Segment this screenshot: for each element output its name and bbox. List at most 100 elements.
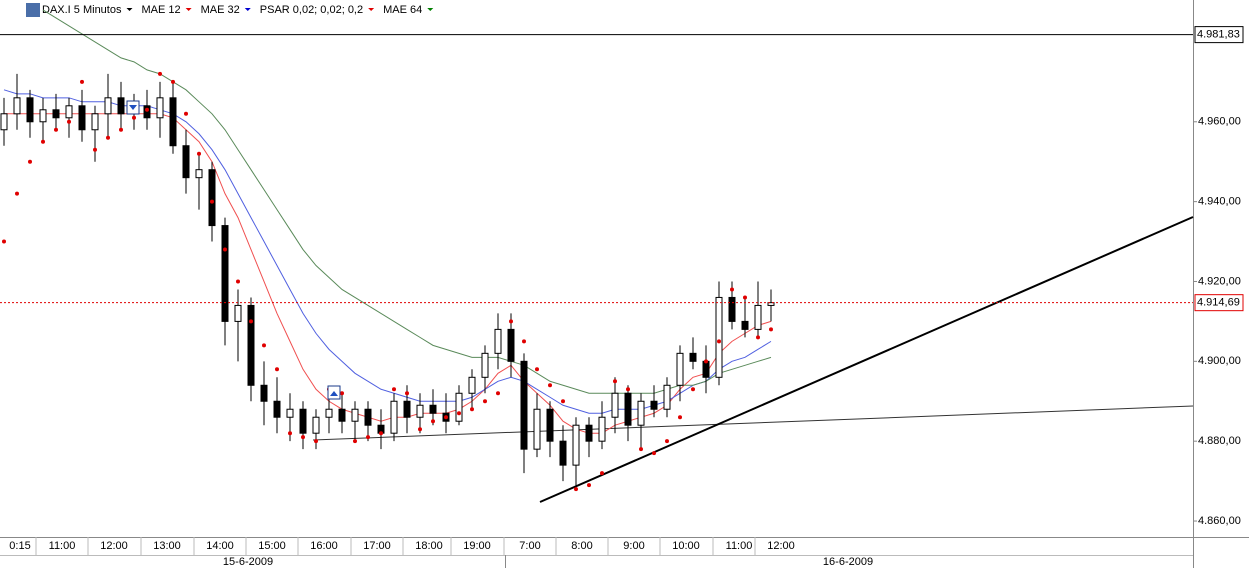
candle-body <box>663 384 671 410</box>
candle-body <box>481 352 489 378</box>
psar-dot <box>301 435 305 440</box>
candle-body <box>169 97 177 147</box>
psar-dot <box>756 335 760 340</box>
candle-body <box>559 440 567 466</box>
x-tick-label: 12:00 <box>767 540 795 552</box>
psar-dot <box>574 487 578 492</box>
psar-dot <box>366 435 370 440</box>
candle-body <box>611 392 619 418</box>
x-tick-label: 17:00 <box>363 540 391 552</box>
ma-line <box>42 9 772 394</box>
psar-dot <box>15 191 19 196</box>
candle-body <box>208 169 216 227</box>
candle-body <box>416 404 424 418</box>
candle-body <box>104 97 112 115</box>
candle-body <box>572 424 580 466</box>
psar-dot <box>431 419 435 424</box>
psar-dot <box>28 159 32 164</box>
psar-dot <box>145 107 149 112</box>
psar-dot <box>405 391 409 396</box>
candle-body <box>260 384 268 402</box>
psar-dot <box>340 391 344 396</box>
price-label: 4.981,83 <box>1197 29 1240 41</box>
candle-body <box>676 352 684 386</box>
psar-dot <box>80 79 84 84</box>
candle-body <box>156 97 164 119</box>
signal-arrow <box>129 105 137 110</box>
psar-dot <box>236 279 240 284</box>
psar-dot <box>262 343 266 348</box>
candle-body <box>26 97 34 123</box>
trend-line <box>312 405 1194 441</box>
psar-dot <box>600 471 604 476</box>
candle-body <box>702 360 710 378</box>
psar-dot <box>418 427 422 432</box>
psar-dot <box>704 359 708 364</box>
y-tick-label: 4.860,00 <box>1198 515 1241 527</box>
candle-body <box>78 105 86 131</box>
psar-dot <box>132 115 136 120</box>
candle-body <box>598 416 606 442</box>
psar-dot <box>496 391 500 396</box>
candle-body <box>624 392 632 426</box>
candle-body <box>65 105 73 119</box>
candle-body <box>429 404 437 414</box>
legend-dropdown <box>368 8 375 11</box>
psar-dot <box>561 399 565 404</box>
x-tick-label: 14:00 <box>206 540 234 552</box>
x-tick-label: 11:00 <box>726 540 753 552</box>
candle-body <box>364 408 372 426</box>
x-tick-label: 18:00 <box>415 540 443 552</box>
candle-body <box>351 408 359 422</box>
price-label-box <box>1194 26 1244 44</box>
psar-dot <box>535 367 539 372</box>
legend-dropdown <box>185 8 192 11</box>
candle-body <box>494 328 502 354</box>
candle-body <box>585 424 593 442</box>
psar-dot <box>483 399 487 404</box>
x-tick-label: 11:00 <box>49 540 76 552</box>
candle-body <box>741 320 749 330</box>
legend-entry: MAE 32 <box>201 4 240 16</box>
candle-body <box>0 113 8 131</box>
psar-dot <box>652 451 656 456</box>
candle-body <box>754 304 762 330</box>
legend: DAX.I 5 Minutos MAE 12 MAE 32 PSAR 0,02; 0,… <box>26 3 434 17</box>
x-tick-label: 10:00 <box>672 540 700 552</box>
candle-body <box>520 360 528 450</box>
x-tick-label: 16:00 <box>310 540 338 552</box>
candle-body <box>390 400 398 434</box>
candle-body <box>689 352 697 362</box>
candle-body <box>312 416 320 434</box>
x-tick-label: 7:00 <box>519 540 540 552</box>
candle-body <box>299 408 307 434</box>
date-label: 16-6-2009 <box>823 556 873 568</box>
candle-body <box>650 400 658 410</box>
y-tick-label: 4.920,00 <box>1198 275 1241 287</box>
psar-dot <box>210 199 214 204</box>
candle-body <box>247 304 255 386</box>
candle-body <box>13 97 21 115</box>
legend-dropdown <box>427 8 434 11</box>
psar-dot <box>457 411 461 416</box>
y-tick-label: 4.880,00 <box>1198 435 1241 447</box>
psar-dot <box>119 127 123 132</box>
candle-body <box>234 304 242 322</box>
psar-dot <box>678 415 682 420</box>
candle-body <box>533 408 541 450</box>
psar-dot <box>54 127 58 132</box>
candle-body <box>91 113 99 131</box>
psar-dot <box>288 431 292 436</box>
psar-dot <box>392 387 396 392</box>
psar-dot <box>158 71 162 76</box>
candle-body <box>338 408 346 422</box>
legend-dropdown <box>244 8 251 11</box>
legend-entry: MAE 12 <box>141 4 180 16</box>
psar-dot <box>769 327 773 332</box>
candle-body <box>546 408 554 442</box>
candle-body <box>39 109 47 123</box>
psar-dot <box>587 483 591 488</box>
psar-dot <box>444 415 448 420</box>
